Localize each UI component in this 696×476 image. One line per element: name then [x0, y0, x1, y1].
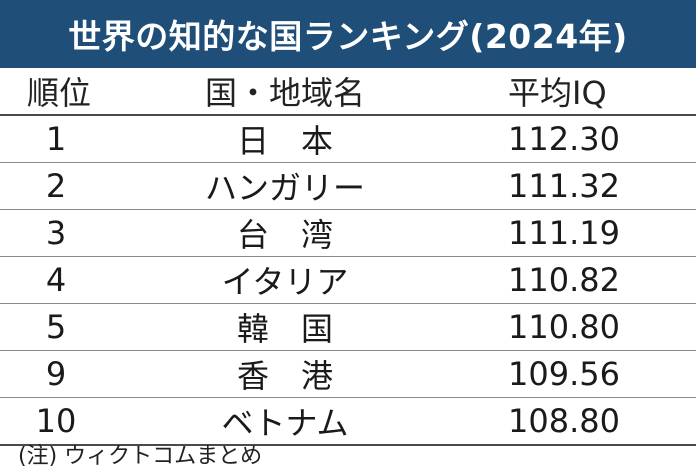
score-cell: 111.32 — [508, 167, 620, 205]
score-cell: 108.80 — [508, 402, 620, 440]
rank-cell: 10 — [35, 402, 77, 440]
score-cell: 109.56 — [508, 355, 620, 393]
country-cell: 韓 国 — [236, 310, 333, 348]
score-cell: 110.80 — [508, 308, 620, 346]
country-cell: ハンガリー — [204, 169, 365, 207]
table-row: 3 台 湾 111.19 — [0, 210, 696, 257]
rank-cell: 9 — [45, 355, 67, 393]
rank-cell: 5 — [45, 308, 67, 346]
country-cell: ベトナム — [221, 404, 349, 442]
table-row: 4 イタリア 110.82 — [0, 257, 696, 304]
table-row: 10 ベトナム 108.80 — [0, 398, 696, 445]
rank-cell: 1 — [45, 120, 67, 158]
header-row: 順位 国・地域名 平均IQ — [0, 68, 696, 115]
score-cell: 112.30 — [508, 120, 620, 158]
table-row: 1 日 本 112.30 — [0, 115, 696, 163]
ranking-table: 順位 国・地域名 平均IQ 1 日 本 112.30 2 ハンガリー 111.3… — [0, 68, 696, 446]
table-row: 9 香 港 109.56 — [0, 351, 696, 398]
header-country: 国・地域名 — [204, 74, 365, 112]
table-row: 5 韓 国 110.80 — [0, 304, 696, 351]
header-rank: 順位 — [26, 74, 91, 112]
country-cell: イタリア — [221, 263, 349, 301]
source-note: (注) ウィクトコムまとめ — [18, 444, 263, 469]
header-score: 平均IQ — [508, 74, 607, 112]
rank-cell: 2 — [45, 167, 67, 205]
table-row: 2 ハンガリー 111.32 — [0, 163, 696, 210]
country-cell: 台 湾 — [236, 216, 333, 254]
rank-cell: 4 — [45, 261, 67, 299]
score-cell: 111.19 — [508, 214, 620, 252]
table-title: 世界の知的な国ランキング(2024年) — [0, 0, 696, 68]
country-cell: 香 港 — [236, 357, 333, 395]
score-cell: 110.82 — [508, 261, 620, 299]
country-cell: 日 本 — [236, 122, 333, 160]
table-header: 順位 国・地域名 平均IQ — [0, 68, 696, 115]
table-body: 1 日 本 112.30 2 ハンガリー 111.32 3 台 湾 111.19… — [0, 115, 696, 445]
rank-cell: 3 — [45, 214, 67, 252]
